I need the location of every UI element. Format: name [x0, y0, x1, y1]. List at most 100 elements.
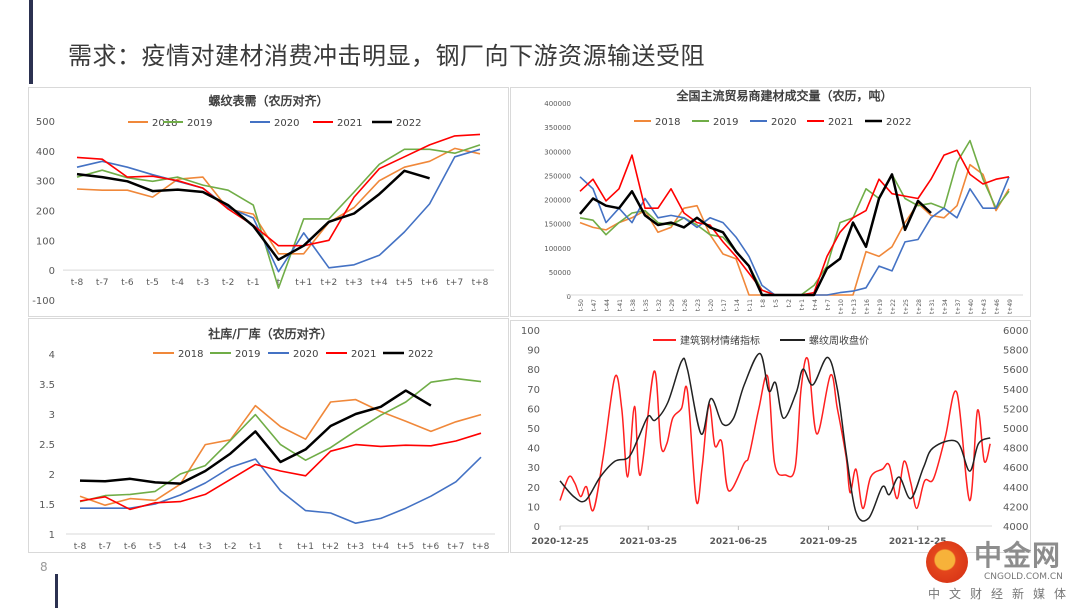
x-tick-label: t+16 — [864, 299, 871, 314]
cngold-logo: 中金网 CNGOLD.COM.CN 中文财经新媒体 — [922, 541, 1080, 608]
x-tick-label: t+28 — [916, 299, 923, 314]
legend-label: 2019 — [713, 117, 738, 128]
series-line-2020 — [76, 148, 481, 273]
x-tick-label: t+7 — [446, 278, 463, 288]
y-tick-label: 100 — [36, 236, 55, 247]
x-tick-label: t+1 — [799, 299, 806, 310]
y-left-tick-label: 50 — [527, 424, 540, 435]
series-line-2020 — [579, 176, 1010, 296]
y-right-tick-label: 5400 — [1003, 385, 1028, 396]
x-tick-label: t+2 — [322, 542, 339, 552]
series-line-2021 — [579, 149, 1010, 296]
series-line-2021 — [79, 432, 482, 511]
x-tick-label: t-47 — [591, 299, 598, 311]
x-tick-label: t+5 — [397, 542, 414, 552]
x-tick-label: t-26 — [682, 299, 689, 311]
y-tick-label: 400000 — [544, 100, 571, 108]
x-tick-label: t-2 — [224, 542, 237, 552]
series-line-2018 — [79, 398, 482, 507]
x-tick-label: t-8 — [74, 542, 87, 552]
legend-label: 2022 — [396, 118, 421, 129]
y-tick-label: 0 — [49, 266, 55, 277]
x-tick-label: t-5 — [773, 299, 780, 308]
legend-label: 螺纹周收盘价 — [809, 334, 869, 347]
x-tick-label: t-7 — [96, 278, 109, 288]
chart-title: 社库/厂库（农历对齐） — [207, 326, 332, 341]
series-line-2018 — [579, 163, 1010, 296]
x-tick-label: 2021-06-25 — [710, 537, 768, 547]
accent-bar-bottom — [55, 574, 58, 608]
x-tick-label: t-8 — [71, 278, 84, 288]
logo-emblem-icon — [926, 541, 968, 583]
legend-label: 2018 — [178, 349, 203, 360]
x-tick-label: 2021-12-25 — [889, 537, 947, 547]
x-tick-label: t-11 — [747, 299, 754, 311]
y-left-tick-label: 60 — [527, 404, 540, 415]
x-tick-label: t-3 — [199, 542, 212, 552]
y-right-tick-label: 5000 — [1003, 424, 1028, 435]
y-tick-label: 3 — [49, 410, 55, 421]
chart-panel-sentiment-price — [510, 320, 1031, 553]
x-tick-label: t-4 — [171, 278, 184, 288]
x-tick-label: t+3 — [347, 542, 364, 552]
accent-bar-top — [29, 0, 33, 84]
legend-label: 2020 — [274, 118, 299, 129]
x-tick-label: t — [277, 278, 281, 288]
y-tick-label: 500 — [36, 117, 55, 128]
x-tick-label: t-6 — [124, 542, 137, 552]
x-tick-label: t+2 — [320, 278, 337, 288]
x-tick-label: t+4 — [371, 278, 388, 288]
series-line-rebar-price — [559, 352, 991, 522]
x-tick-label: t-23 — [695, 299, 702, 311]
x-tick-label: t-32 — [656, 299, 663, 311]
y-tick-label: 300 — [36, 177, 55, 188]
x-tick-label: t+10 — [838, 299, 845, 314]
x-tick-label: t-17 — [721, 299, 728, 311]
legend-label: 建筑钢材情绪指标 — [680, 334, 760, 347]
legend-label: 2020 — [293, 349, 318, 360]
x-tick-label: t+34 — [942, 299, 949, 314]
x-tick-label: t+8 — [473, 542, 490, 552]
y-left-tick-label: 30 — [527, 463, 540, 474]
y-tick-label: 50000 — [549, 269, 571, 277]
y-tick-label: 1 — [49, 530, 55, 541]
chart-title: 全国主流贸易商建材成交量（农历，吨） — [675, 88, 892, 103]
x-tick-label: t+4 — [812, 299, 819, 310]
x-tick-label: t+4 — [372, 542, 389, 552]
x-tick-label: t-14 — [734, 299, 741, 311]
page-title: 需求：疫情对建材消费冲击明显，钢厂向下游资源输送受阻 — [68, 42, 705, 70]
x-tick-label: t-38 — [630, 299, 637, 311]
y-left-tick-label: 40 — [527, 444, 540, 455]
x-tick-label: t-1 — [249, 542, 262, 552]
x-tick-label: t-41 — [617, 299, 624, 311]
y-tick-label: 350000 — [544, 124, 571, 132]
y-tick-label: 400 — [36, 147, 55, 158]
y-tick-label: 0 — [567, 293, 571, 301]
y-left-tick-label: 0 — [534, 522, 540, 533]
y-tick-label: 2.5 — [39, 440, 55, 451]
series-line-2020 — [80, 456, 482, 525]
x-tick-label: t-2 — [786, 299, 793, 308]
y-right-tick-label: 5600 — [1003, 365, 1028, 376]
x-tick-label: t-8 — [760, 299, 767, 308]
x-tick-label: t+3 — [346, 278, 363, 288]
y-left-tick-label: 10 — [527, 502, 540, 513]
y-right-tick-label: 4200 — [1003, 502, 1028, 513]
x-tick-label: t-5 — [146, 278, 159, 288]
x-tick-label: t+6 — [422, 542, 439, 552]
series-line-2022 — [79, 389, 432, 485]
series-line-2019 — [79, 377, 482, 503]
x-tick-label: t+7 — [825, 299, 832, 310]
page-number: 8 — [40, 560, 48, 574]
y-left-tick-label: 100 — [521, 326, 540, 337]
y-tick-label: 100000 — [544, 245, 571, 253]
series-line-2019 — [76, 144, 481, 289]
x-tick-label: t-4 — [174, 542, 187, 552]
x-tick-label: t+43 — [981, 299, 988, 314]
series-line-2021 — [76, 133, 481, 247]
x-tick-label: 2021-09-25 — [800, 537, 858, 547]
legend-label: 2019 — [187, 118, 212, 129]
x-tick-label: t+13 — [851, 299, 858, 314]
x-tick-label: t+49 — [1007, 299, 1014, 314]
